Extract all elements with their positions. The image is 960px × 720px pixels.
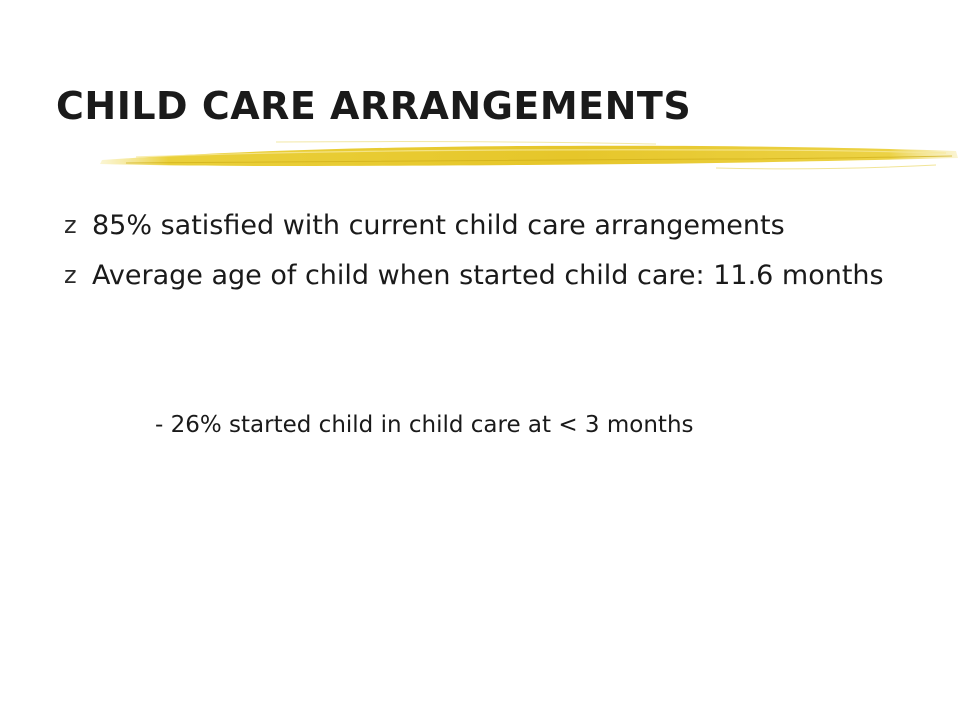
bullet-list: z 85% satisfied with current child care …: [60, 206, 920, 306]
yellow-brush-underline: [100, 141, 958, 170]
bullet-marker-icon: z: [64, 211, 77, 239]
bullet-item: z 85% satisfied with current child care …: [60, 206, 920, 245]
bullet-item: z Average age of child when started chil…: [60, 256, 920, 295]
bullet-marker-icon: z: [64, 261, 77, 289]
sub-note: - 26% started child in child care at < 3…: [155, 412, 694, 438]
slide-title: CHILD CARE ARRANGEMENTS: [56, 84, 692, 128]
bullet-text: 85% satisfied with current child care ar…: [92, 210, 785, 241]
bullet-text: Average age of child when started child …: [92, 260, 884, 291]
